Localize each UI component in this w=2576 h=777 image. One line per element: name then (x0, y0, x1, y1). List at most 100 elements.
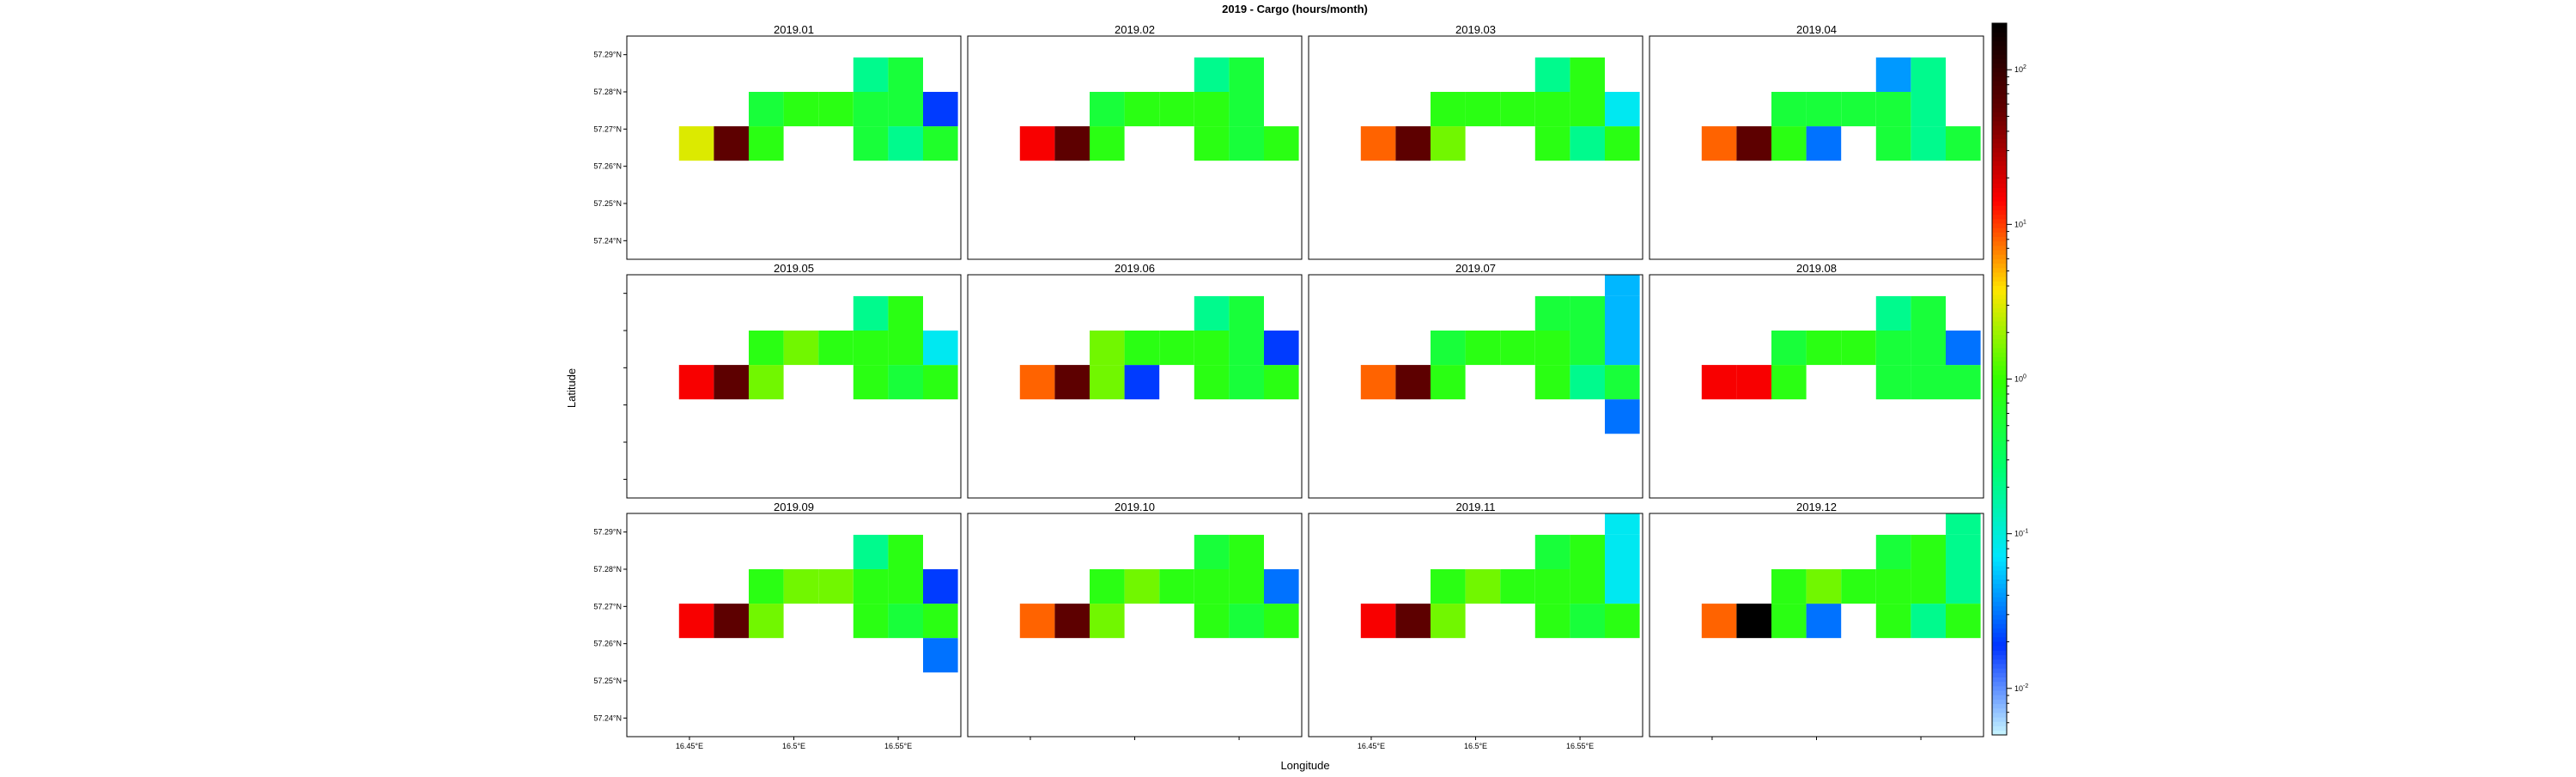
y-tick-label: 57.24°N (593, 236, 622, 245)
colorbar-segment (1992, 467, 2007, 473)
heat-cell (1570, 365, 1605, 400)
panel-2019-06: 2019.06 (967, 262, 1303, 499)
heat-cell (783, 92, 819, 127)
colorbar-segment (1992, 556, 2007, 562)
colorbar-segment (1992, 392, 2007, 398)
y-axis-label: Latitude (565, 368, 578, 408)
panel-title: 2019.12 (1796, 501, 1837, 513)
heat-cell (1841, 92, 1876, 127)
heat-cell (1430, 331, 1466, 366)
heat-cell (678, 126, 714, 161)
heat-cell (1806, 569, 1842, 604)
colorbar-segment (1992, 200, 2007, 206)
y-tick-label: 57.26°N (593, 162, 622, 171)
colorbar-segment (1992, 22, 2007, 28)
colorbar-segment (1992, 414, 2007, 420)
colorbar-segment (1992, 271, 2007, 277)
colorbar-segment (1992, 477, 2007, 482)
heat-cell (1054, 365, 1090, 400)
colorbar-segment (1992, 628, 2007, 634)
heat-cell (1570, 331, 1605, 366)
colorbar-segment (1992, 191, 2007, 197)
heat-cell (1701, 604, 1737, 639)
heat-cell (1911, 569, 1946, 604)
colorbar-segment (1992, 489, 2007, 495)
colorbar-segment (1992, 289, 2007, 295)
heat-cell (1945, 604, 1981, 639)
heat-cell (1570, 92, 1605, 127)
heat-cell (1229, 604, 1264, 639)
colorbar-segment (1992, 379, 2007, 384)
heat-cell (1570, 126, 1605, 161)
colorbar-segment (1992, 387, 2007, 393)
panel-frame (967, 274, 1303, 499)
heat-cell (1465, 92, 1501, 127)
colorbar-segment (1992, 428, 2007, 433)
heat-cell (853, 331, 889, 366)
colorbar-segment (1992, 179, 2007, 184)
colorbar-segment (1992, 703, 2007, 709)
heat-cell (1089, 331, 1125, 366)
colorbar-segment (1992, 249, 2007, 255)
colorbar-segment (1992, 365, 2007, 371)
heat-cell (1945, 126, 1981, 161)
colorbar-segment (1992, 369, 2007, 375)
panel-title: 2019.08 (1796, 262, 1837, 275)
colorbar-segment (1992, 36, 2007, 42)
x-tick-label: 16.55°E (1566, 742, 1594, 750)
colorbar-segment (1992, 659, 2007, 665)
heat-cell (1430, 365, 1466, 400)
panel-frame (1308, 35, 1643, 260)
colorbar-segment (1992, 138, 2007, 144)
heat-cell (1534, 57, 1571, 92)
heat-cell (1875, 295, 1911, 331)
x-tick-label: 16.45°E (1358, 742, 1385, 750)
colorbar-segment (1992, 347, 2007, 353)
heat-cell (1911, 365, 1946, 400)
colorbar-segment (1992, 276, 2007, 282)
heat-cell (1945, 365, 1981, 400)
heat-cell (1159, 569, 1194, 604)
heat-cell (1841, 569, 1876, 604)
heat-cell (1604, 92, 1640, 127)
heat-cell (1534, 92, 1571, 127)
colorbar-segment (1992, 383, 2007, 389)
heat-cell (888, 604, 923, 639)
colorbar-segment (1992, 601, 2007, 607)
colorbar-segment (1992, 240, 2007, 246)
heat-cell (1806, 604, 1842, 639)
colorbar-segment (1992, 107, 2007, 112)
panel-title: 2019.07 (1455, 262, 1496, 275)
heat-cell (1534, 534, 1571, 569)
heat-cell (1771, 604, 1807, 639)
heat-cell (678, 604, 714, 639)
colorbar-segment (1992, 156, 2007, 161)
colorbar-segment (1992, 120, 2007, 126)
y-tick-label: 57.25°N (593, 199, 622, 208)
colorbar-segment (1992, 663, 2007, 669)
colorbar-segment (1992, 592, 2007, 598)
colorbar-segment (1992, 245, 2007, 251)
heat-cell (1124, 331, 1160, 366)
colorbar-segment (1992, 307, 2007, 313)
colorbar-segment (1992, 281, 2007, 286)
heat-cell (1875, 604, 1911, 639)
colorbar-tick-label: 10-2 (2014, 683, 2028, 693)
panel-frame (1649, 35, 1984, 260)
colorbar-segment (1992, 405, 2007, 411)
heat-cell (1229, 569, 1264, 604)
colorbar-segment (1992, 707, 2007, 713)
heat-cell (1194, 569, 1230, 604)
heat-cell (1911, 604, 1946, 639)
heat-cell (1263, 569, 1299, 604)
heat-cell (1360, 365, 1396, 400)
heat-cell (1500, 569, 1535, 604)
heat-cell (1430, 569, 1466, 604)
heat-cell (1945, 569, 1981, 604)
colorbar-segment (1992, 303, 2007, 308)
heat-cell (1263, 365, 1299, 400)
colorbar-segment (1992, 67, 2007, 73)
colorbar-segment (1992, 574, 2007, 580)
heat-cell (1911, 126, 1946, 161)
heat-cell (1771, 365, 1807, 400)
